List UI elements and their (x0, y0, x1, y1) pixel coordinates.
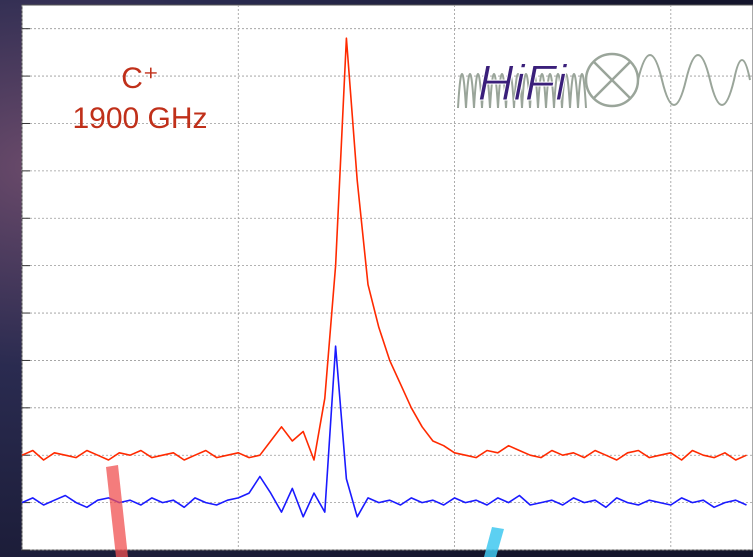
logo-cross (593, 61, 631, 99)
hifi-logo: HiFi (457, 52, 751, 112)
annotation: 1900 GHz (72, 102, 207, 135)
series-line (21, 345, 747, 518)
annotation: C⁺ (121, 62, 159, 95)
series-line (21, 37, 747, 461)
logo-text: HiFi (478, 55, 569, 111)
lines (21, 37, 747, 518)
logo-wave (457, 73, 587, 109)
slit-marker (106, 465, 128, 557)
slit-marker (484, 527, 504, 557)
logo-wave (637, 54, 751, 106)
